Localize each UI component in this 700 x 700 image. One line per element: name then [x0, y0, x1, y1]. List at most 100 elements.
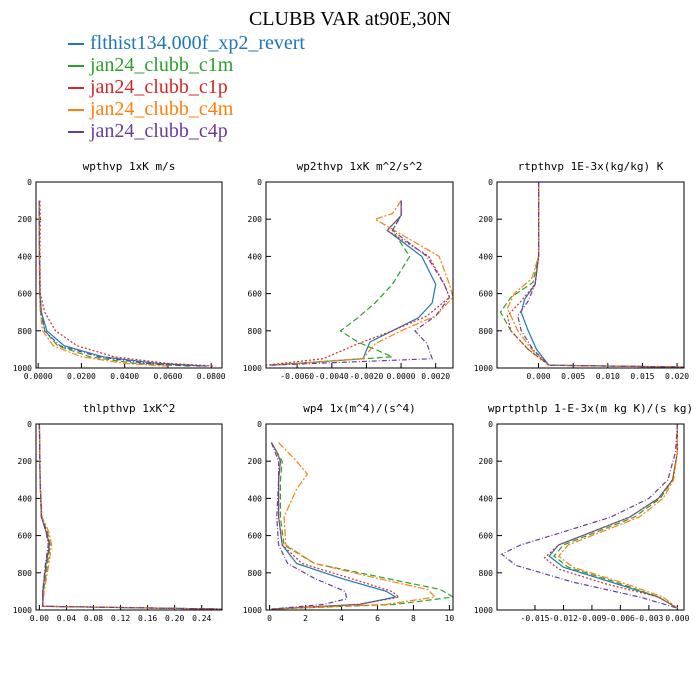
x-tick-label: 0.08: [84, 614, 103, 623]
plot-frame: [496, 181, 685, 369]
y-tick-label: 600: [248, 290, 263, 299]
y-tick-label: 800: [479, 569, 494, 578]
y-tick-label: 200: [248, 457, 263, 466]
series-line: [38, 200, 168, 367]
x-tick-label: 0.04: [57, 614, 76, 623]
legend-item: jan24_clubb_c4p: [68, 120, 305, 142]
y-tick-label: 400: [248, 494, 263, 503]
y-tick-label: 400: [479, 252, 494, 261]
y-tick-label: 800: [479, 327, 494, 336]
legend-item: jan24_clubb_c1p: [68, 76, 305, 98]
y-tick-label: 800: [18, 569, 33, 578]
subplot-title: wprtpthlp 1-E-3x(m kg K)/(s kg): [488, 402, 693, 415]
plot-frame: [265, 181, 454, 369]
legend-label: jan24_clubb_c1p: [90, 76, 228, 98]
legend-swatch: [68, 87, 84, 90]
series-line: [39, 200, 216, 367]
series-line: [38, 424, 222, 610]
series-line: [506, 182, 684, 368]
y-tick-label: 600: [479, 290, 494, 299]
series-line: [38, 200, 207, 367]
y-tick-label: 400: [18, 252, 33, 261]
x-tick-label: -0.0020: [350, 372, 384, 381]
plot-frame: [35, 181, 223, 369]
y-tick-label: 200: [479, 457, 494, 466]
series-line: [269, 200, 411, 366]
subplot: wprtpthlp 1-E-3x(m kg K)/(s kg) 0 200 400 60…: [474, 402, 693, 623]
legend-swatch: [68, 109, 84, 112]
series-line: [269, 200, 451, 366]
x-tick-label: -0.015: [521, 614, 550, 623]
legend-label: jan24_clubb_c4p: [90, 120, 228, 142]
y-tick-label: 0: [488, 420, 493, 429]
legend-label: jan24_clubb_c4m: [90, 98, 234, 120]
series-line: [266, 200, 451, 366]
y-tick-label: 1000: [13, 606, 32, 615]
subplot-title: wpthvp 1xK m/s: [83, 160, 176, 173]
plot-frame: [265, 423, 454, 611]
y-tick-label: 0: [257, 420, 262, 429]
series-line: [38, 200, 190, 367]
series-line: [557, 424, 679, 609]
y-tick-label: 200: [248, 215, 263, 224]
x-tick-label: 0.0200: [67, 372, 96, 381]
y-tick-label: 1000: [474, 606, 493, 615]
series-line: [38, 424, 222, 610]
series-line: [271, 200, 437, 366]
x-tick-label: 0: [267, 614, 272, 623]
y-tick-label: 200: [479, 215, 494, 224]
x-tick-label: 0.0000: [387, 372, 416, 381]
y-tick-label: 200: [18, 215, 33, 224]
series-line: [38, 424, 222, 610]
y-tick-label: 600: [479, 532, 494, 541]
x-tick-label: -0.012: [549, 614, 578, 623]
series-line: [506, 182, 684, 368]
y-tick-label: 800: [248, 569, 263, 578]
series-line: [270, 442, 398, 610]
x-tick-label: -0.003: [634, 614, 663, 623]
x-tick-label: -0.0060: [280, 372, 314, 381]
y-tick-label: 400: [18, 494, 33, 503]
x-tick-label: 0.16: [138, 614, 157, 623]
series-line: [38, 424, 222, 610]
y-tick-label: 800: [248, 327, 263, 336]
x-tick-label: 0.00: [30, 614, 49, 623]
legend-item: jan24_clubb_c4m: [68, 98, 305, 120]
y-tick-label: 0: [27, 178, 32, 187]
subplot-title: wp4 1x(m^4)/(s^4): [303, 402, 416, 415]
series-line: [270, 442, 453, 610]
y-tick-label: 1000: [243, 364, 262, 373]
subplot: wp2thvp 1xK m^2/s^2 0 200 400 600 800 1000 -0.0…: [243, 160, 454, 381]
x-tick-label: -0.0040: [315, 372, 349, 381]
x-tick-label: 0.0600: [153, 372, 182, 381]
y-tick-label: 1000: [474, 364, 493, 373]
y-tick-label: 1000: [13, 364, 32, 373]
series-line: [499, 182, 684, 368]
series-line: [500, 424, 678, 609]
x-tick-label: 0.000: [665, 614, 689, 623]
plot-frame: [35, 423, 223, 611]
x-tick-label: -0.006: [606, 614, 635, 623]
x-tick-label: 2: [303, 614, 308, 623]
legend: flthist134.000f_xp2_revert jan24_clubb_c…: [68, 32, 305, 142]
y-tick-label: 800: [18, 327, 33, 336]
y-tick-label: 0: [27, 420, 32, 429]
x-tick-label: 0.0800: [197, 372, 226, 381]
subplot-title: rtpthvp 1E-3x(kg/kg) K: [518, 160, 664, 173]
legend-swatch: [68, 43, 84, 46]
legend-swatch: [68, 65, 84, 68]
x-tick-label: 0.005: [561, 372, 585, 381]
subplot: rtpthvp 1E-3x(kg/kg) K 0 200 400 600 800 1000 0…: [474, 160, 690, 381]
subplot-title: thlpthvp 1xK^2: [83, 402, 176, 415]
y-tick-label: 400: [479, 494, 494, 503]
x-tick-label: 0.000: [527, 372, 551, 381]
legend-item: flthist134.000f_xp2_revert: [68, 32, 305, 54]
series-line: [520, 182, 684, 368]
plot-frame: [496, 423, 685, 611]
x-tick-label: 0.24: [192, 614, 211, 623]
subplot: wp4 1x(m^4)/(s^4) 0 200 400 600 800 1000 0 2 4 6 8 1…: [243, 402, 455, 623]
y-tick-label: 600: [248, 532, 263, 541]
